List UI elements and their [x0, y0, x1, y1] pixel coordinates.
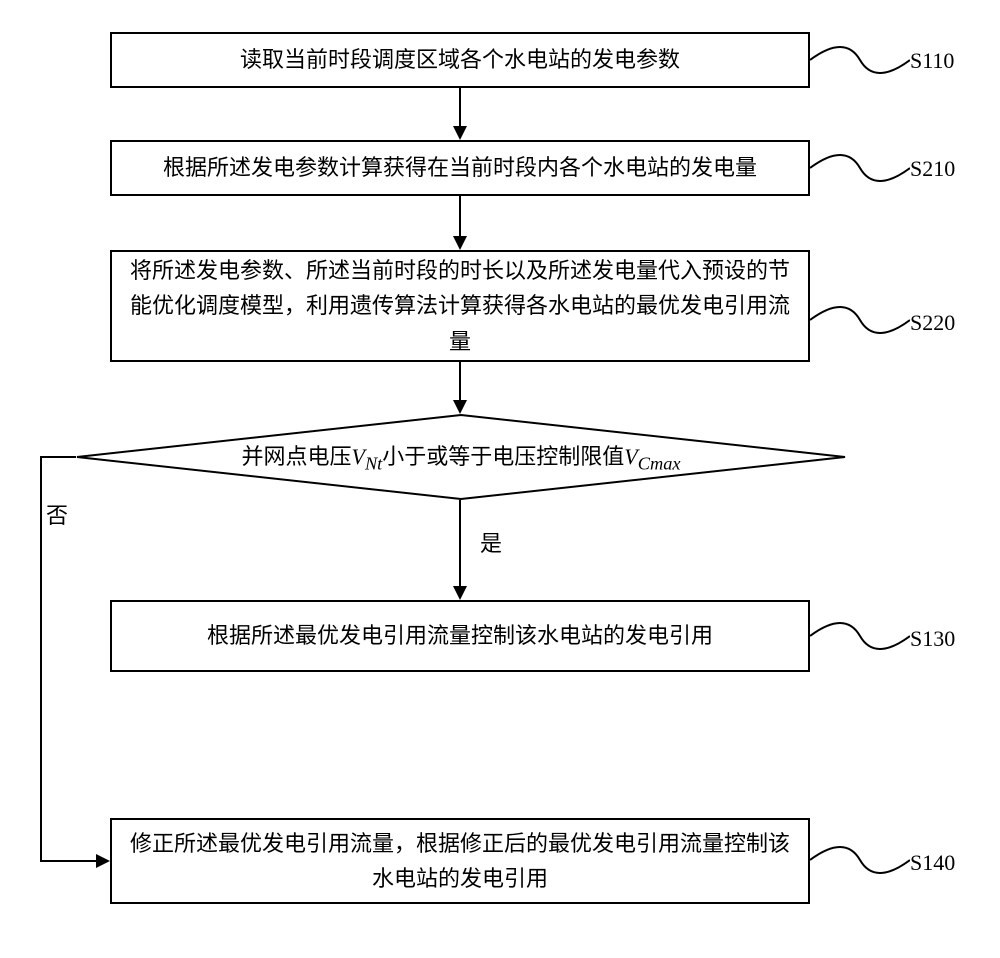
- arrow-2-head: [453, 236, 467, 250]
- curve-s130: [810, 616, 910, 656]
- step-s130-text: 根据所述最优发电引用流量控制该水电站的发电引用: [207, 618, 713, 653]
- arrow-2-line: [459, 196, 461, 238]
- curve-s140: [810, 840, 910, 880]
- no-path-head: [96, 854, 110, 868]
- decision-text: 并网点电压VNt小于或等于电压控制限值VCmax: [241, 439, 680, 474]
- arrow-1-head: [453, 126, 467, 140]
- step-s220: 将所述发电参数、所述当前时段的时长以及所述发电量代入预设的节能优化调度模型，利用…: [110, 250, 810, 362]
- no-path-h2: [40, 860, 98, 862]
- label-s130: S130: [910, 626, 955, 652]
- no-path-v: [40, 456, 42, 861]
- arrow-1-line: [459, 88, 461, 128]
- step-s130: 根据所述最优发电引用流量控制该水电站的发电引用: [110, 600, 810, 672]
- label-s110: S110: [910, 48, 954, 74]
- step-s140-text: 修正所述最优发电引用流量，根据修正后的最优发电引用流量控制该水电站的发电引用: [128, 826, 792, 896]
- arrow-4-head: [453, 586, 467, 600]
- step-s110: 读取当前时段调度区域各个水电站的发电参数: [110, 32, 810, 88]
- step-s140: 修正所述最优发电引用流量，根据修正后的最优发电引用流量控制该水电站的发电引用: [110, 818, 810, 904]
- arrow-3-line: [459, 362, 461, 402]
- arrow-4-line: [459, 500, 461, 588]
- branch-no: 否: [46, 498, 68, 530]
- branch-yes: 是: [480, 526, 502, 558]
- curve-s220: [810, 300, 910, 340]
- curve-s110: [810, 40, 910, 80]
- arrow-3-head: [453, 400, 467, 414]
- no-path-h1: [40, 456, 76, 458]
- label-s140: S140: [910, 850, 955, 876]
- label-s220: S220: [910, 310, 955, 336]
- step-s210-text: 根据所述发电参数计算获得在当前时段内各个水电站的发电量: [163, 150, 757, 185]
- curve-s210: [810, 148, 910, 188]
- step-s110-text: 读取当前时段调度区域各个水电站的发电参数: [240, 42, 680, 77]
- label-s210: S210: [910, 156, 955, 182]
- decision-voltage: 并网点电压VNt小于或等于电压控制限值VCmax: [76, 414, 846, 500]
- step-s220-text: 将所述发电参数、所述当前时段的时长以及所述发电量代入预设的节能优化调度模型，利用…: [128, 253, 792, 359]
- step-s210: 根据所述发电参数计算获得在当前时段内各个水电站的发电量: [110, 140, 810, 196]
